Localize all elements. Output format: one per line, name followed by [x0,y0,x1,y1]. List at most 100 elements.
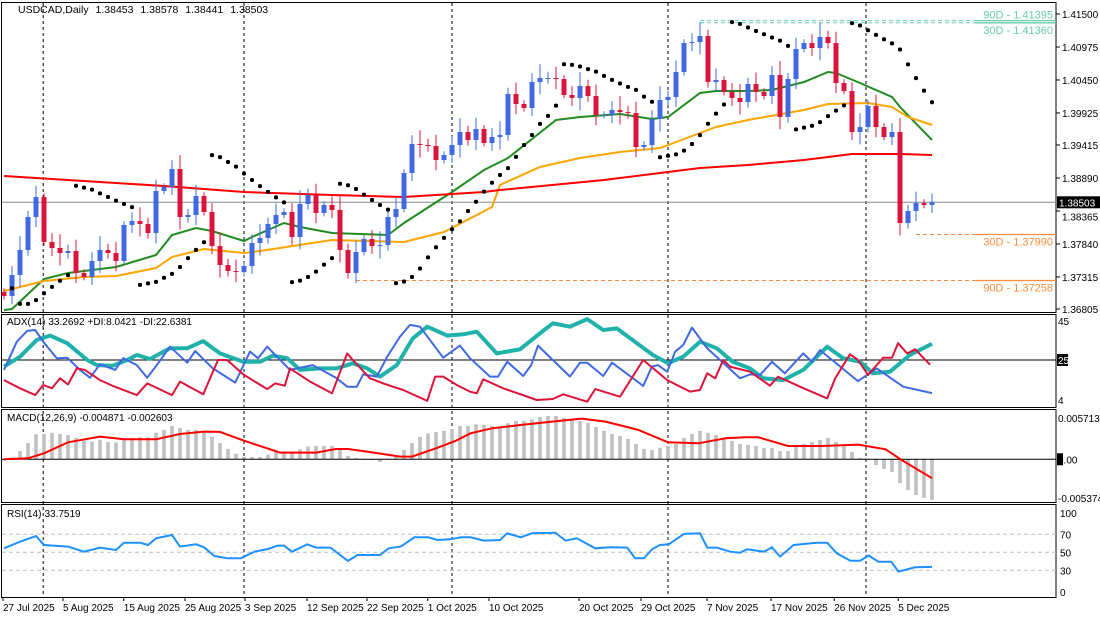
macd-histogram-bar [266,454,270,460]
rsi-axis-label: 70 [1060,530,1072,541]
macd-histogram-bar [682,437,686,460]
macd-histogram-bar [594,426,598,460]
candle [401,169,407,213]
candle-body [785,79,791,117]
candle-body [497,135,503,138]
ma-mid-line [3,101,933,292]
candle [649,110,655,153]
candle [489,128,495,151]
time-axis-label: 27 Jul 2025 [3,603,55,614]
candle [809,34,815,56]
macd-histogram-bar [202,430,206,460]
candle-body [657,100,663,119]
rsi-name: RSI(14) [7,509,42,520]
candle-body [329,205,335,211]
psar-dot [858,23,862,28]
current-price-label: 1.38503 [1059,198,1096,209]
psar-dot [74,183,78,188]
macd-histogram-bar [690,433,694,460]
candle [1,288,7,300]
price-axis-label: 1.36805 [1062,305,1099,316]
candle [265,217,271,244]
candle [297,190,303,250]
psar-dot [330,256,334,261]
candle [921,199,927,209]
psar-dot [146,281,150,286]
macd-name: MACD(12,26,9) [7,413,77,424]
macd-histogram-bar [794,446,798,460]
candle [833,31,839,94]
psar-dot [714,111,718,116]
macd-histogram-bar [2,459,6,461]
candle [353,240,359,284]
macd-signal-value: -0.002603 [127,413,173,424]
psar-dot [842,103,846,108]
candle [713,68,719,93]
psar-dot [154,279,158,284]
macd-histogram-bar [258,456,262,460]
psar-dot [786,43,790,48]
candle [49,233,55,256]
macd-histogram-bar [138,437,142,460]
rsi-axis-label: 0 [1060,588,1066,599]
candle-body [889,131,895,138]
candle-body [753,83,759,92]
psar-dot [530,132,534,137]
pdi-value: +DI:8.0421 [87,317,137,328]
psar-dot [850,21,854,26]
psar-dot [522,142,526,147]
macd-histogram-bar [18,450,22,460]
psar-dot [274,195,278,200]
macd-histogram-bar [274,451,278,460]
macd-histogram-bar [626,438,630,460]
macd-zero-box [1057,453,1063,466]
time-axis-label: 15 Aug 2025 [124,603,181,614]
psar-dot [594,69,598,74]
time-axis-label: 5 Dec 2025 [898,603,950,614]
psar-dot [314,269,318,274]
psar-dot [426,255,430,260]
psar-dot [386,207,390,212]
macd-histogram-bar [754,445,758,460]
candle [169,160,175,195]
macd-histogram-bar [746,444,750,460]
candle-body [153,190,159,234]
candle-body [601,115,607,117]
macd-histogram-bar [98,439,102,460]
macd-histogram-bar [522,420,526,460]
candle-body [57,247,63,254]
candle-body [385,217,391,246]
candle-body [881,127,887,138]
psar-dot [690,141,694,146]
macd-histogram-bar [50,432,54,460]
candle-body [865,105,871,128]
macd-histogram-bar [154,432,158,460]
candle [881,123,887,141]
candle-body [81,272,87,278]
macd-histogram-bar [842,444,846,460]
macd-histogram-bar [642,448,646,460]
psar-dot [834,108,838,113]
psar-dot [538,121,542,126]
macd-histogram-bar [474,424,478,460]
psar-dot [114,198,118,203]
psar-dot [722,102,726,107]
macd-histogram-bar [738,443,742,460]
time-axis-label: 1 Oct 2025 [428,603,477,614]
candle [905,204,911,229]
candle [673,60,679,108]
price-axis-label: 1.37315 [1062,273,1099,284]
candle [345,243,351,279]
candle [473,117,479,151]
candle [513,82,519,115]
psar-dot [618,81,622,86]
candle [393,197,399,228]
psar-dot [322,262,326,267]
psar-dot [586,67,590,72]
candle-body [449,145,455,155]
ohlc-high: 1.38578 [140,4,179,16]
macd-histogram-bar [890,459,894,472]
candle [409,135,415,181]
